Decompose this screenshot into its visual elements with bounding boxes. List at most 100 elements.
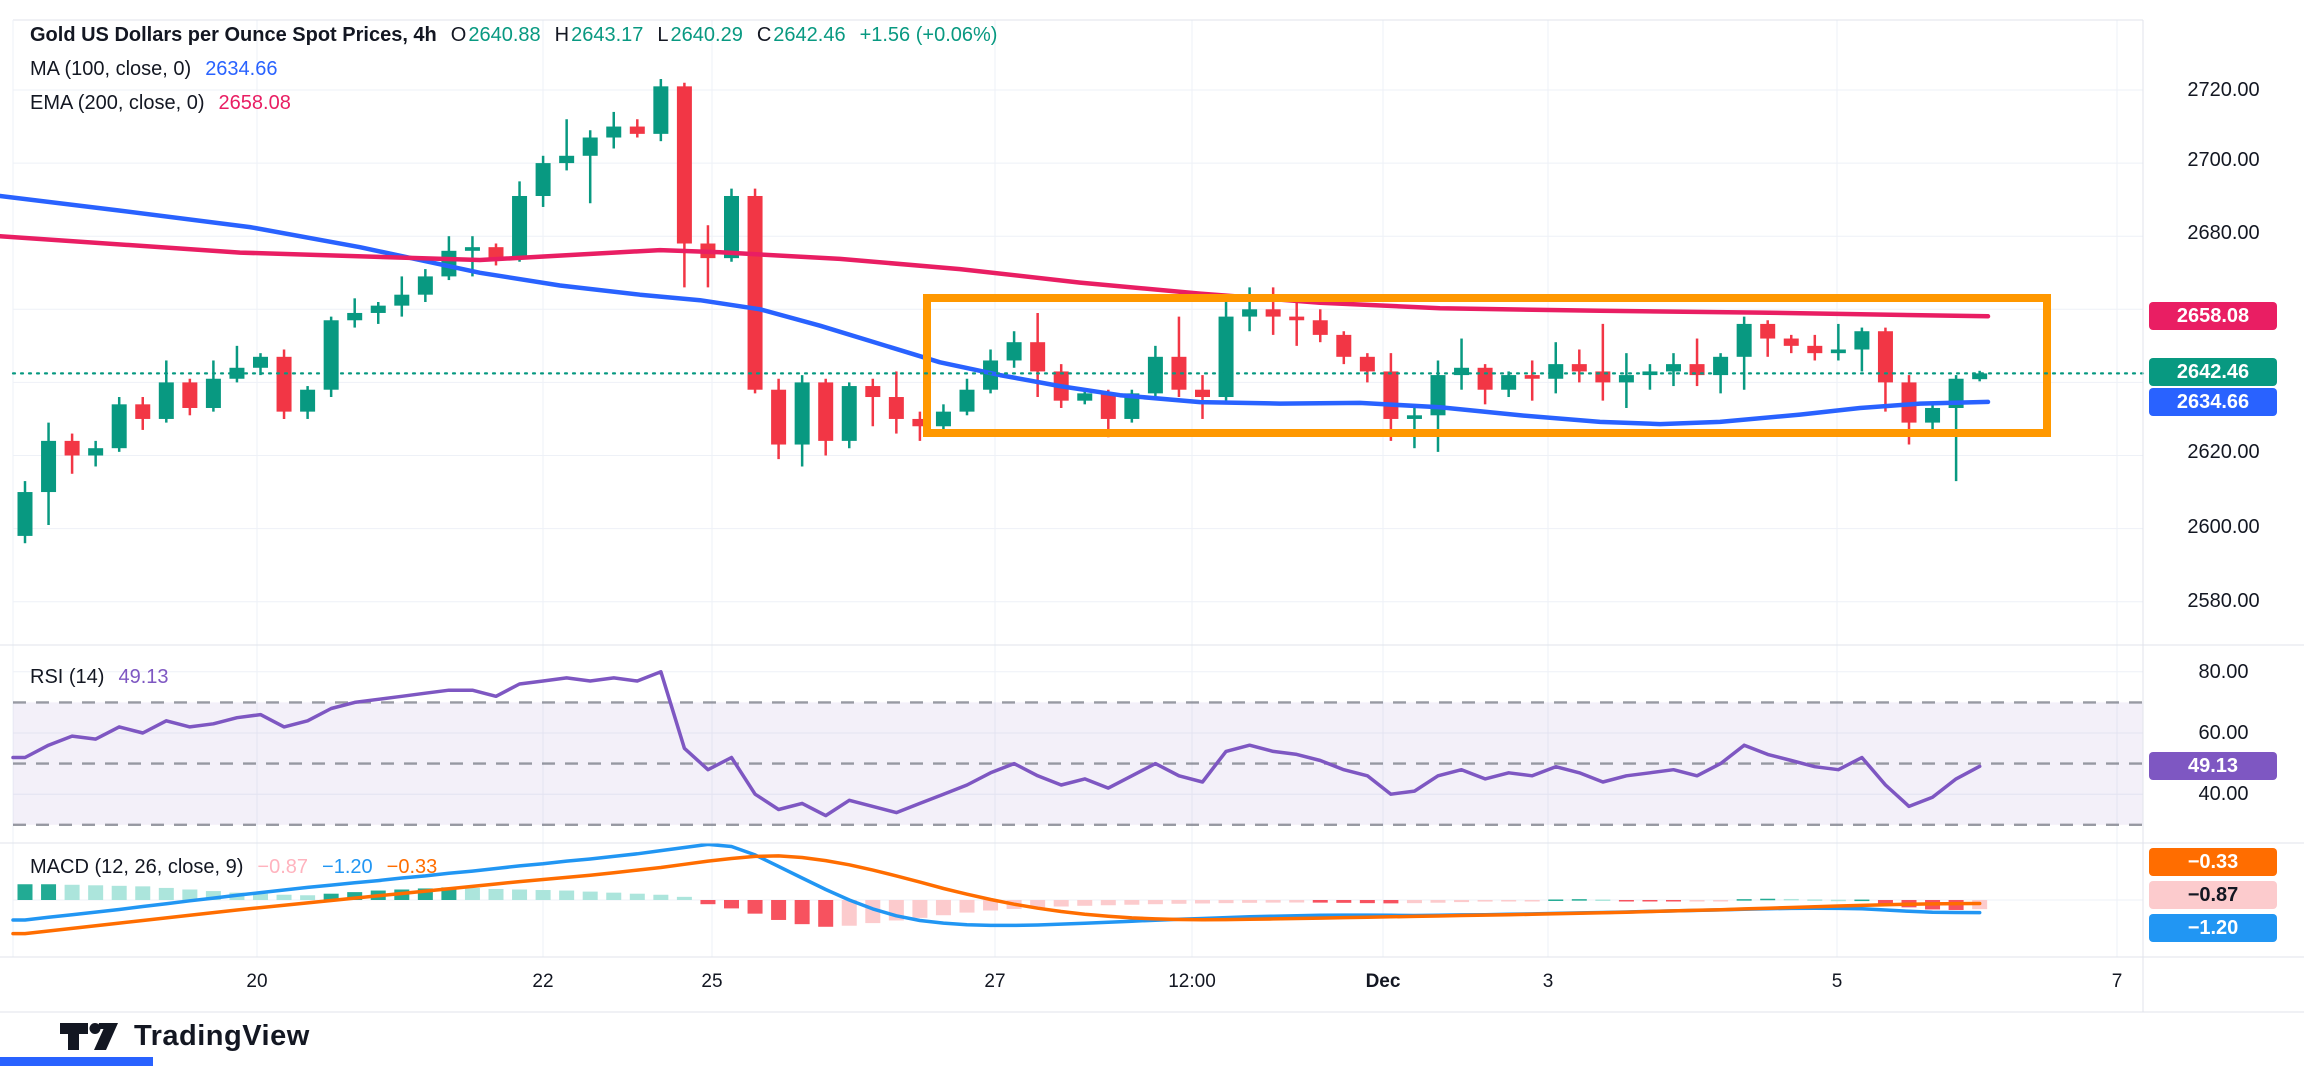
candle-body[interactable]: [1642, 371, 1658, 376]
candle-body[interactable]: [559, 155, 575, 164]
candle-body[interactable]: [158, 382, 174, 419]
candle-body[interactable]: [1242, 309, 1258, 317]
candle-body[interactable]: [417, 276, 433, 295]
candle-body[interactable]: [1124, 393, 1140, 419]
candle-body[interactable]: [959, 389, 975, 412]
candle-body[interactable]: [1524, 375, 1540, 379]
candle-body[interactable]: [1689, 364, 1705, 376]
highlight-box[interactable]: [923, 294, 2051, 437]
candle-body[interactable]: [1972, 373, 1988, 380]
candle-body[interactable]: [1501, 375, 1517, 390]
candle-body[interactable]: [1006, 342, 1022, 361]
candle-body[interactable]: [488, 247, 504, 259]
candle-body[interactable]: [1877, 331, 1893, 383]
candle-body[interactable]: [1030, 342, 1046, 372]
candle-body[interactable]: [865, 386, 881, 398]
ema-legend-row[interactable]: EMA (200, close, 0) 2658.08: [30, 92, 291, 115]
candle-body[interactable]: [300, 389, 316, 412]
candle-body[interactable]: [747, 195, 763, 390]
candle-body[interactable]: [1830, 349, 1846, 354]
candle-body[interactable]: [1807, 345, 1823, 354]
macd-histogram-bar: [1760, 898, 1776, 901]
candle-body[interactable]: [1195, 389, 1210, 398]
candle-body[interactable]: [1265, 309, 1281, 317]
candle-body[interactable]: [629, 126, 645, 134]
candle-body[interactable]: [1666, 364, 1681, 372]
tradingview-brand-text: TradingView: [134, 1019, 310, 1052]
candle-body[interactable]: [1571, 364, 1587, 372]
candle-body[interactable]: [1100, 393, 1116, 419]
macd-histogram-bar: [1383, 900, 1399, 904]
candle-body[interactable]: [1147, 356, 1163, 394]
macd-histogram-bar: [1666, 900, 1681, 902]
macd-legend-row[interactable]: MACD (12, 26, close, 9) −0.87 −1.20 −0.3…: [30, 856, 437, 879]
candle-body[interactable]: [676, 86, 692, 244]
symbol-legend-row[interactable]: Gold US Dollars per Ounce Spot Prices, 4…: [30, 24, 997, 47]
candle-body[interactable]: [1595, 371, 1611, 383]
macd-histogram-bar: [700, 900, 716, 905]
rsi-legend-row[interactable]: RSI (14) 49.13: [30, 666, 169, 689]
candle-body[interactable]: [512, 195, 528, 259]
candle-body[interactable]: [1312, 320, 1328, 335]
macd-histogram-bar: [1195, 900, 1210, 904]
candle-body[interactable]: [1854, 331, 1870, 350]
candle-body[interactable]: [182, 382, 198, 408]
candle-body[interactable]: [1077, 393, 1093, 401]
time-axis-label: 3: [1542, 971, 1554, 992]
candle-body[interactable]: [1618, 375, 1634, 383]
candle-body[interactable]: [912, 418, 928, 427]
candle-body[interactable]: [135, 404, 151, 419]
candle-body[interactable]: [935, 411, 951, 427]
candle-body[interactable]: [1454, 367, 1470, 376]
candle-body[interactable]: [888, 397, 904, 419]
candle-body[interactable]: [323, 320, 339, 390]
candle-body[interactable]: [1171, 356, 1187, 390]
candle-body[interactable]: [841, 386, 857, 441]
candle-body[interactable]: [1336, 334, 1352, 357]
candle-body[interactable]: [818, 382, 834, 441]
candle-body[interactable]: [1783, 338, 1799, 346]
macd-histogram-bar: [512, 889, 528, 900]
candle-body[interactable]: [1383, 371, 1399, 419]
macd-histogram-bar: [88, 885, 104, 900]
candle-body[interactable]: [17, 492, 33, 536]
candle-body[interactable]: [111, 404, 127, 449]
candle-body[interactable]: [724, 195, 739, 259]
candle-body[interactable]: [1925, 407, 1941, 423]
candle-body[interactable]: [41, 440, 57, 493]
macd-signal-value: −0.33: [386, 856, 438, 878]
candle-body[interactable]: [1289, 316, 1305, 321]
candle-body[interactable]: [1760, 323, 1776, 339]
price-axis[interactable]: 2720.00 2700.00 2680.00 2620.00 2600.00 2580.…: [2143, 0, 2304, 1012]
macd-histogram-bar: [1077, 900, 1093, 906]
candle-body[interactable]: [394, 294, 410, 306]
candle-body[interactable]: [347, 312, 363, 321]
time-axis[interactable]: 20 22 25 27 12:00 Dec 3 5 7: [0, 957, 2304, 1012]
candle-body[interactable]: [1218, 316, 1234, 398]
candle-body[interactable]: [1406, 415, 1422, 419]
candle-body[interactable]: [253, 356, 268, 368]
macd-histogram-bar: [1736, 899, 1752, 901]
candle-body[interactable]: [1477, 367, 1493, 390]
candle-body[interactable]: [464, 247, 480, 251]
candle-body[interactable]: [1736, 323, 1752, 357]
candle-body[interactable]: [370, 305, 386, 313]
candle-body[interactable]: [205, 378, 221, 408]
candle-body[interactable]: [1713, 356, 1729, 376]
macd-histogram-bar: [959, 900, 975, 913]
tradingview-logo[interactable]: TradingView: [58, 1018, 310, 1054]
candle-body[interactable]: [64, 440, 80, 456]
candle-body[interactable]: [535, 163, 551, 196]
candle-body[interactable]: [276, 356, 292, 412]
candle-body[interactable]: [88, 448, 104, 456]
ma-legend-row[interactable]: MA (100, close, 0) 2634.66: [30, 58, 277, 81]
candle-body[interactable]: [1359, 356, 1375, 372]
candle-body[interactable]: [794, 382, 810, 445]
candle-body[interactable]: [771, 389, 787, 445]
candle-body[interactable]: [582, 137, 598, 156]
candle-body[interactable]: [1548, 364, 1564, 379]
open-value: O 2640.88: [450, 24, 541, 46]
candle-body[interactable]: [606, 126, 622, 138]
candle-body[interactable]: [653, 86, 669, 134]
